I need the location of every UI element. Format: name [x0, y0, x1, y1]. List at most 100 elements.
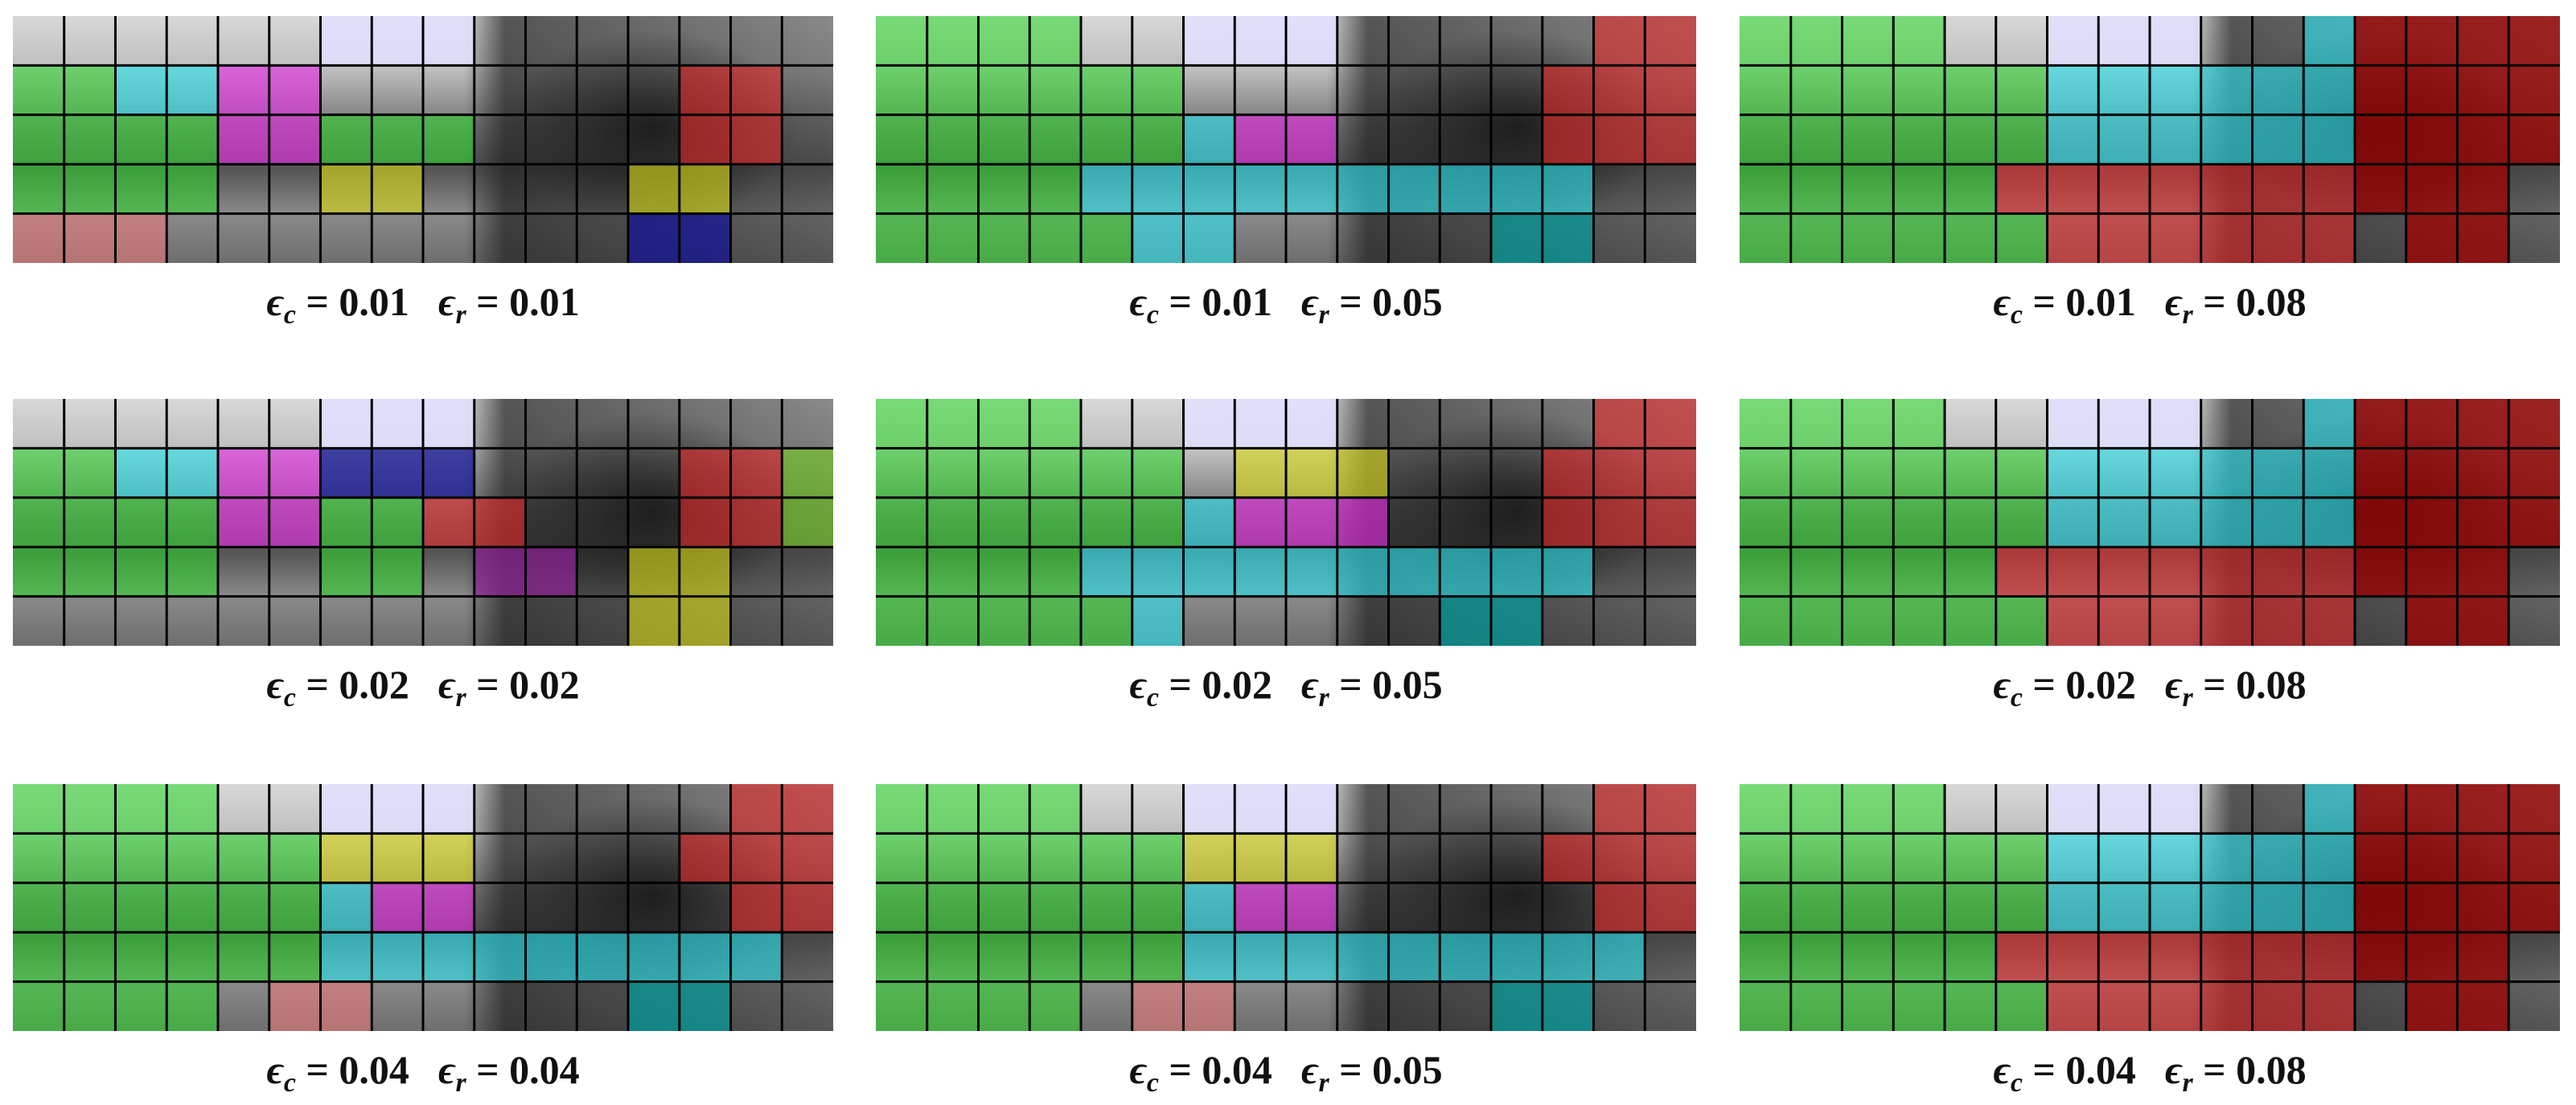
- caption: ϵc = 0.04 ϵr = 0.08: [1740, 1045, 2560, 1097]
- parameter: ϵc = 0.01: [266, 279, 409, 329]
- cluster-cell: [1183, 932, 1235, 982]
- cluster-cell: [1337, 164, 1389, 214]
- cluster-cell: [1645, 399, 1696, 449]
- segmented-image: [1740, 16, 2560, 263]
- cluster-cell: [423, 932, 475, 982]
- cluster-cell: [1235, 547, 1286, 597]
- cluster-cell: [1842, 932, 1894, 982]
- cluster-cell: [876, 833, 927, 883]
- cluster-cell: [64, 784, 116, 834]
- value: 0.05: [1372, 1047, 1443, 1092]
- cluster-cell: [1132, 547, 1184, 597]
- cluster-cell: [1542, 114, 1594, 165]
- cluster-cell: [1542, 65, 1594, 115]
- cluster-cell: [372, 497, 423, 548]
- symbol: ϵ: [1993, 1047, 2011, 1092]
- cluster-cell: [2047, 882, 2099, 933]
- cluster-cell: [13, 833, 64, 883]
- subscript: c: [2010, 1068, 2023, 1098]
- cluster-cell: [1491, 932, 1543, 982]
- cluster-cell: [1740, 981, 1791, 1031]
- cluster-cell: [2303, 981, 2355, 1031]
- cluster-cell: [1081, 164, 1132, 214]
- cluster-cell: [13, 213, 64, 263]
- cluster-cell: [1132, 882, 1184, 933]
- cluster-cell: [1029, 448, 1081, 498]
- segmented-image: [876, 784, 1696, 1031]
- cluster-cell: [1842, 114, 1894, 165]
- cluster-cell: [372, 114, 423, 165]
- cluster-cell: [1995, 114, 2048, 165]
- cluster-cell: [876, 16, 927, 66]
- cluster-cell: [2098, 981, 2150, 1031]
- cluster-cell: [1286, 16, 1337, 66]
- cluster-cell: [679, 114, 731, 165]
- cluster-cell: [1235, 882, 1286, 933]
- cluster-cell: [926, 981, 979, 1031]
- cluster-cell: [2457, 448, 2509, 498]
- cluster-cell: [166, 833, 218, 883]
- cluster-cell: [2457, 784, 2509, 834]
- cluster-cell: [1790, 882, 1843, 933]
- value: 0.01: [2065, 279, 2136, 324]
- cluster-cell: [115, 65, 167, 115]
- cluster-cell: [166, 784, 218, 834]
- cluster-cell: [2405, 213, 2458, 263]
- cluster-cell: [1893, 65, 1945, 115]
- subscript: c: [1146, 1068, 1159, 1098]
- segmented-image: [876, 16, 1696, 263]
- cluster-cell: [2047, 114, 2099, 165]
- cluster-cell: [2098, 399, 2150, 449]
- cluster-cell: [423, 16, 475, 66]
- cluster-cell: [1740, 596, 1791, 646]
- cluster-cell: [978, 547, 1030, 597]
- parameter: ϵr = 0.08: [2165, 1047, 2307, 1097]
- cluster-cell: [166, 448, 218, 498]
- cluster-cell: [115, 932, 167, 982]
- cluster-cell: [269, 448, 321, 498]
- cluster-cell: [1945, 213, 1996, 263]
- operator: =: [306, 662, 329, 707]
- cluster-cell: [1945, 497, 1996, 548]
- cluster-cell: [1440, 932, 1491, 982]
- cluster-cell: [13, 547, 64, 597]
- cluster-cell: [876, 547, 927, 597]
- cluster-cell: [1893, 16, 1945, 66]
- subscript: c: [283, 1068, 296, 1098]
- cluster-cell: [1995, 981, 2048, 1031]
- cluster-cell: [1842, 399, 1894, 449]
- cluster-cell: [730, 65, 783, 115]
- subscript: c: [1146, 683, 1159, 713]
- cell-grid: [876, 784, 1696, 1031]
- cluster-cell: [2457, 164, 2509, 214]
- cluster-cell: [64, 213, 116, 263]
- operator: =: [476, 662, 499, 707]
- cluster-cell: [876, 882, 927, 933]
- cluster-cell: [730, 784, 783, 834]
- cluster-cell: [2200, 448, 2253, 498]
- cluster-cell: [1029, 981, 1081, 1031]
- cluster-cell: [2047, 497, 2099, 548]
- cluster-cell: [320, 399, 372, 449]
- symbol: ϵ: [1129, 662, 1147, 707]
- cluster-cell: [372, 833, 423, 883]
- subscript: r: [455, 1068, 466, 1098]
- cluster-cell: [1235, 114, 1286, 165]
- cluster-cell: [372, 399, 423, 449]
- cluster-cell: [218, 448, 269, 498]
- cluster-cell: [1132, 833, 1184, 883]
- cluster-cell: [1893, 114, 1945, 165]
- operator: =: [2203, 279, 2226, 324]
- cluster-cell: [978, 932, 1030, 982]
- cluster-cell: [1132, 65, 1184, 115]
- cluster-cell: [1029, 164, 1081, 214]
- cluster-cell: [2405, 497, 2458, 548]
- cluster-cell: [876, 932, 927, 982]
- value: 0.02: [509, 662, 580, 707]
- cluster-cell: [1235, 448, 1286, 498]
- cluster-cell: [2047, 932, 2099, 982]
- cluster-cell: [2303, 399, 2355, 449]
- cluster-cell: [1388, 164, 1440, 214]
- cluster-cell: [2200, 114, 2253, 165]
- value: 0.04: [509, 1047, 580, 1092]
